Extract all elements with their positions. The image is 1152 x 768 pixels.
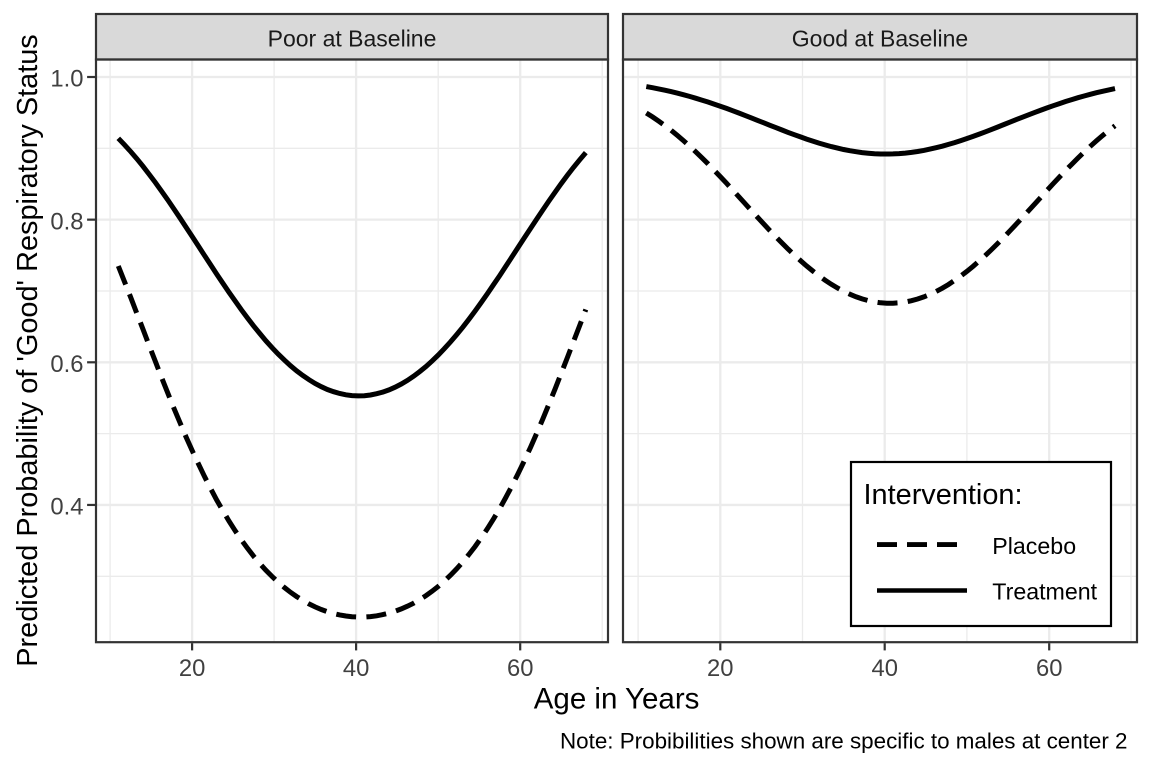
svg-text:40: 40	[871, 655, 897, 682]
svg-text:0.8: 0.8	[50, 208, 83, 235]
svg-text:20: 20	[707, 655, 733, 682]
svg-text:Age in Years: Age in Years	[534, 683, 700, 716]
svg-text:1.0: 1.0	[50, 66, 83, 93]
svg-text:20: 20	[179, 655, 205, 682]
svg-text:Poor at Baseline: Poor at Baseline	[268, 26, 437, 52]
svg-text:0.6: 0.6	[50, 351, 83, 378]
svg-text:Good at Baseline: Good at Baseline	[792, 26, 968, 52]
svg-text:60: 60	[507, 655, 533, 682]
svg-text:0.4: 0.4	[50, 494, 83, 521]
svg-text:Treatment: Treatment	[992, 578, 1097, 604]
svg-text:Placebo: Placebo	[992, 533, 1076, 559]
svg-text:40: 40	[343, 655, 369, 682]
svg-text:Intervention:: Intervention:	[864, 479, 1023, 511]
svg-text:Note: Probibilities shown are: Note: Probibilities shown are specific t…	[560, 729, 1128, 754]
svg-text:60: 60	[1036, 655, 1062, 682]
svg-text:Predicted Probability of 'Good: Predicted Probability of 'Good' Respirat…	[12, 34, 44, 667]
